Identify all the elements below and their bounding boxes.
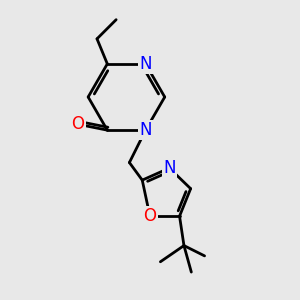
Text: O: O — [143, 207, 156, 225]
Text: N: N — [139, 121, 152, 139]
Text: O: O — [71, 115, 84, 133]
Text: N: N — [139, 55, 152, 73]
Text: N: N — [163, 159, 176, 177]
